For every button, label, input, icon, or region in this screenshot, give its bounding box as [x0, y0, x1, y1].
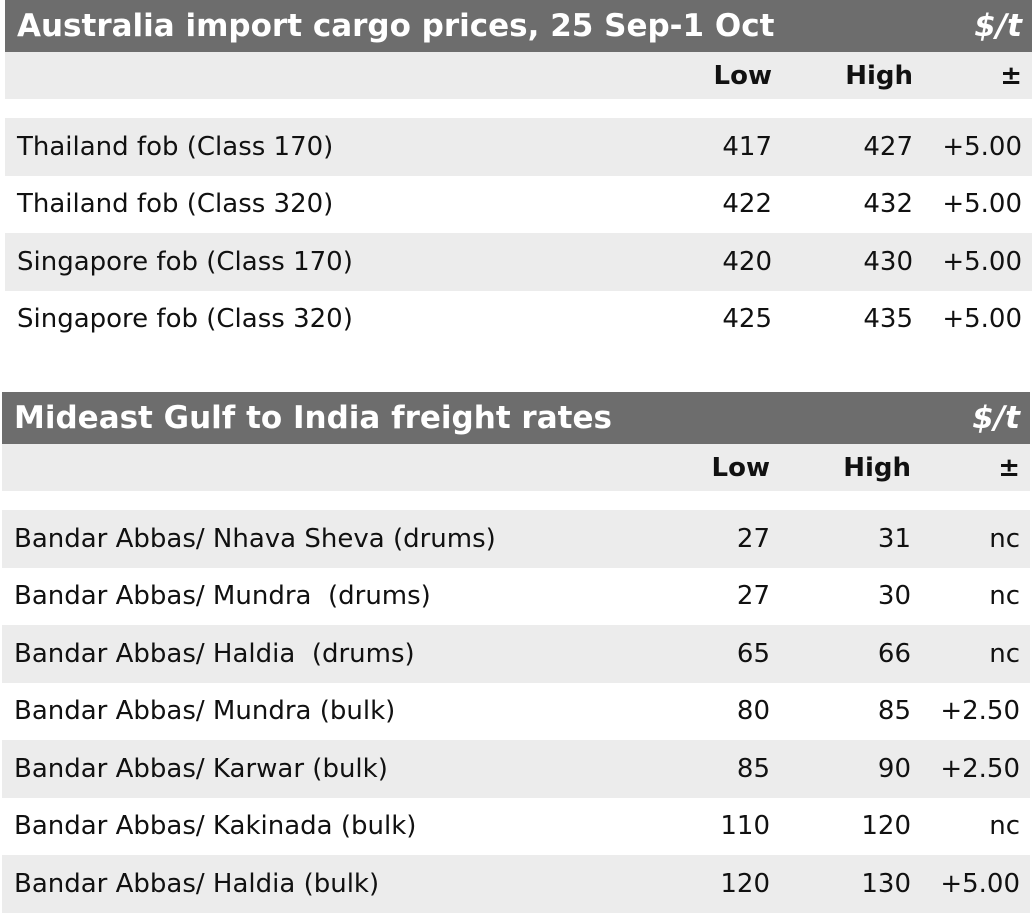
row-high: 432 — [863, 189, 913, 220]
row-high: 427 — [863, 131, 913, 162]
row-change: +5.00 — [942, 246, 1022, 277]
column-header-change: ± — [1000, 60, 1022, 91]
mideast-gulf-freight-table: Mideast Gulf to India freight rates $/t … — [2, 392, 1030, 913]
column-header-low: Low — [713, 60, 772, 91]
table-row: Bandar Abbas/ Nhava Sheva (drums) 27 31 … — [2, 510, 1030, 568]
row-low: 27 — [736, 523, 770, 554]
row-high: 66 — [877, 638, 911, 669]
row-change: +2.50 — [940, 696, 1020, 727]
row-label: Thailand fob (Class 170) — [17, 131, 334, 162]
row-high: 31 — [877, 523, 911, 554]
table-title: Australia import cargo prices, 25 Sep-1 … — [17, 8, 775, 44]
table-row: Thailand fob (Class 170) 417 427 +5.00 — [5, 118, 1032, 176]
column-header-high: High — [845, 60, 913, 91]
row-change: nc — [989, 581, 1020, 612]
table-row: Singapore fob (Class 170) 420 430 +5.00 — [5, 233, 1032, 291]
australia-import-cargo-table: Australia import cargo prices, 25 Sep-1 … — [5, 0, 1032, 348]
row-label: Thailand fob (Class 320) — [17, 189, 334, 220]
row-label: Bandar Abbas/ Nhava Sheva (drums) — [14, 523, 496, 554]
row-high: 130 — [861, 868, 911, 899]
table-title-bar: Mideast Gulf to India freight rates $/t — [2, 392, 1030, 444]
row-low: 27 — [736, 581, 770, 612]
row-change: +5.00 — [942, 131, 1022, 162]
header-gap — [2, 491, 1030, 510]
table-title: Mideast Gulf to India freight rates — [14, 400, 612, 436]
row-label: Bandar Abbas/ Kakinada (bulk) — [14, 811, 417, 842]
column-header-row: Low High ± — [5, 52, 1032, 99]
row-change: nc — [989, 638, 1020, 669]
table-unit: $/t — [974, 8, 1022, 44]
table-row: Bandar Abbas/ Karwar (bulk) 85 90 +2.50 — [2, 740, 1030, 798]
table-row: Singapore fob (Class 320) 425 435 +5.00 — [5, 291, 1032, 349]
row-high: 85 — [877, 696, 911, 727]
table-row: Bandar Abbas/ Haldia (drums) 65 66 nc — [2, 625, 1030, 683]
row-label: Bandar Abbas/ Haldia (drums) — [14, 638, 415, 669]
column-header-row: Low High ± — [2, 444, 1030, 491]
column-header-low: Low — [711, 452, 770, 483]
row-change: nc — [989, 523, 1020, 554]
row-high: 90 — [877, 753, 911, 784]
row-change: +5.00 — [940, 868, 1020, 899]
table-row: Bandar Abbas/ Mundra (bulk) 80 85 +2.50 — [2, 683, 1030, 741]
row-low: 422 — [722, 189, 772, 220]
table-row: Bandar Abbas/ Mundra (drums) 27 30 nc — [2, 568, 1030, 626]
table-row: Thailand fob (Class 320) 422 432 +5.00 — [5, 176, 1032, 234]
row-low: 420 — [722, 246, 772, 277]
row-change: nc — [989, 811, 1020, 842]
table-unit: $/t — [972, 400, 1020, 436]
table-title-bar: Australia import cargo prices, 25 Sep-1 … — [5, 0, 1032, 52]
column-header-change: ± — [998, 452, 1020, 483]
row-label: Bandar Abbas/ Karwar (bulk) — [14, 753, 388, 784]
header-gap — [5, 99, 1032, 118]
row-change: +5.00 — [942, 304, 1022, 335]
row-label: Bandar Abbas/ Mundra (drums) — [14, 581, 431, 612]
row-high: 120 — [861, 811, 911, 842]
row-low: 110 — [720, 811, 770, 842]
row-low: 85 — [736, 753, 770, 784]
table-row: Bandar Abbas/ Kakinada (bulk) 110 120 nc — [2, 798, 1030, 856]
table-row: Bandar Abbas/ Haldia (bulk) 120 130 +5.0… — [2, 855, 1030, 913]
column-header-high: High — [843, 452, 911, 483]
row-label: Singapore fob (Class 320) — [17, 304, 353, 335]
row-low: 65 — [736, 638, 770, 669]
row-low: 417 — [722, 131, 772, 162]
row-low: 120 — [720, 868, 770, 899]
row-high: 430 — [863, 246, 913, 277]
row-low: 80 — [736, 696, 770, 727]
row-change: +5.00 — [942, 189, 1022, 220]
row-high: 30 — [877, 581, 911, 612]
row-label: Bandar Abbas/ Mundra (bulk) — [14, 696, 396, 727]
row-change: +2.50 — [940, 753, 1020, 784]
row-low: 425 — [722, 304, 772, 335]
row-label: Bandar Abbas/ Haldia (bulk) — [14, 868, 380, 899]
row-high: 435 — [863, 304, 913, 335]
row-label: Singapore fob (Class 170) — [17, 246, 353, 277]
